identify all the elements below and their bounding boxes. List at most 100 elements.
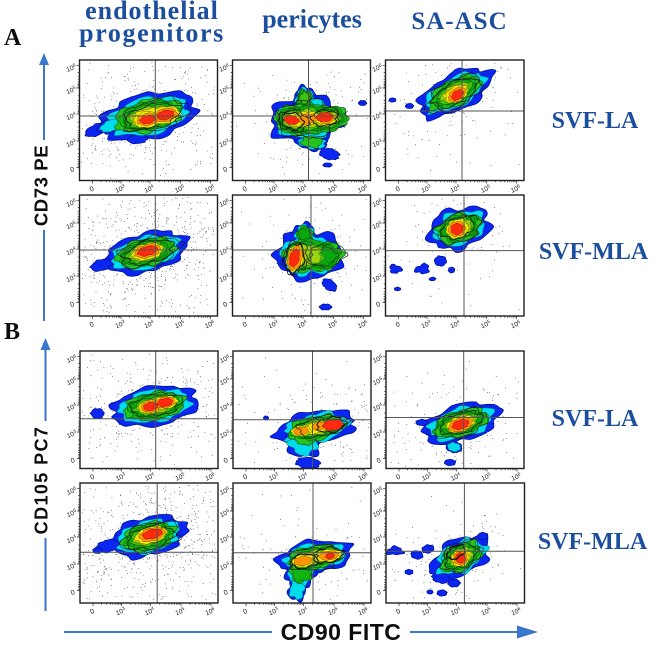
svg-text:103: 103: [420, 471, 433, 483]
svg-text:103: 103: [267, 183, 280, 195]
svg-text:0: 0: [69, 301, 75, 309]
svg-text:105: 105: [219, 508, 232, 520]
svg-text:103: 103: [420, 606, 433, 618]
svg-text:103: 103: [218, 273, 231, 285]
svg-text:0: 0: [376, 457, 382, 465]
svg-text:105: 105: [218, 220, 231, 232]
svg-text:104: 104: [65, 111, 78, 123]
svg-text:105: 105: [219, 376, 232, 388]
svg-text:103: 103: [114, 319, 127, 331]
svg-text:0: 0: [395, 608, 401, 616]
svg-text:104: 104: [219, 534, 232, 546]
svg-text:105: 105: [65, 220, 78, 232]
svg-text:0: 0: [222, 301, 228, 309]
svg-text:105: 105: [326, 319, 339, 331]
svg-text:103: 103: [371, 138, 384, 150]
svg-text:104: 104: [371, 246, 384, 258]
svg-text:106: 106: [357, 606, 370, 618]
svg-text:0: 0: [70, 589, 76, 597]
svg-text:0: 0: [222, 166, 228, 174]
svg-text:103: 103: [65, 138, 78, 150]
svg-text:104: 104: [372, 534, 385, 546]
svg-text:106: 106: [371, 62, 384, 74]
svg-text:CD105 PC7: CD105 PC7: [32, 426, 52, 535]
svg-text:106: 106: [204, 471, 217, 483]
svg-text:103: 103: [66, 429, 79, 441]
svg-text:104: 104: [449, 471, 462, 483]
svg-text:106: 106: [218, 197, 231, 209]
svg-text:105: 105: [479, 183, 492, 195]
svg-text:105: 105: [174, 471, 187, 483]
svg-text:104: 104: [143, 319, 156, 331]
svg-text:SVF-LA: SVF-LA: [552, 108, 639, 134]
svg-text:105: 105: [479, 319, 492, 331]
svg-text:103: 103: [114, 183, 127, 195]
svg-text:0: 0: [242, 186, 248, 194]
svg-text:0: 0: [395, 186, 401, 194]
svg-text:SVF-LA: SVF-LA: [552, 406, 639, 432]
svg-text:106: 106: [357, 471, 370, 483]
svg-text:106: 106: [372, 485, 385, 497]
svg-text:104: 104: [66, 534, 79, 546]
svg-text:0: 0: [89, 321, 95, 329]
svg-text:104: 104: [65, 246, 78, 258]
svg-text:0: 0: [69, 166, 75, 174]
svg-text:104: 104: [143, 471, 156, 483]
svg-text:103: 103: [420, 183, 433, 195]
svg-text:103: 103: [65, 273, 78, 285]
svg-text:0: 0: [223, 457, 229, 465]
svg-text:0: 0: [89, 186, 95, 194]
svg-text:106: 106: [356, 183, 369, 195]
svg-text:106: 106: [218, 62, 231, 74]
svg-text:106: 106: [510, 471, 523, 483]
svg-text:progenitors: progenitors: [79, 19, 225, 48]
svg-text:103: 103: [66, 561, 79, 573]
svg-text:104: 104: [143, 606, 156, 618]
svg-text:104: 104: [296, 606, 309, 618]
svg-text:106: 106: [66, 353, 79, 365]
svg-text:105: 105: [174, 606, 187, 618]
svg-text:105: 105: [326, 183, 339, 195]
svg-text:106: 106: [509, 183, 522, 195]
svg-text:105: 105: [371, 220, 384, 232]
svg-text:104: 104: [218, 111, 231, 123]
svg-text:0: 0: [242, 474, 248, 482]
svg-text:104: 104: [372, 402, 385, 414]
svg-text:CD73 PE: CD73 PE: [31, 145, 52, 226]
svg-text:103: 103: [218, 138, 231, 150]
svg-text:103: 103: [267, 319, 280, 331]
svg-text:0: 0: [89, 474, 95, 482]
svg-text:104: 104: [219, 402, 232, 414]
svg-text:106: 106: [203, 183, 216, 195]
svg-text:105: 105: [480, 471, 493, 483]
svg-text:0: 0: [376, 589, 382, 597]
svg-text:0: 0: [223, 589, 229, 597]
svg-text:B: B: [4, 319, 20, 345]
svg-text:106: 106: [65, 197, 78, 209]
svg-text:105: 105: [372, 508, 385, 520]
svg-text:103: 103: [372, 429, 385, 441]
svg-text:106: 106: [510, 606, 523, 618]
svg-text:104: 104: [296, 183, 309, 195]
svg-text:0: 0: [375, 301, 381, 309]
svg-text:CD90 FITC: CD90 FITC: [281, 619, 402, 645]
svg-text:A: A: [4, 25, 22, 51]
svg-text:106: 106: [203, 319, 216, 331]
svg-text:103: 103: [420, 319, 433, 331]
svg-text:103: 103: [267, 606, 280, 618]
svg-text:106: 106: [65, 62, 78, 74]
svg-text:endothelial: endothelial: [85, 0, 219, 25]
svg-text:105: 105: [327, 471, 340, 483]
svg-text:104: 104: [66, 402, 79, 414]
svg-text:105: 105: [480, 606, 493, 618]
svg-text:0: 0: [242, 321, 248, 329]
svg-text:106: 106: [66, 485, 79, 497]
svg-text:105: 105: [218, 85, 231, 97]
svg-text:0: 0: [395, 474, 401, 482]
svg-text:106: 106: [219, 353, 232, 365]
svg-text:106: 106: [204, 606, 217, 618]
svg-text:0: 0: [242, 608, 248, 616]
svg-text:104: 104: [296, 319, 309, 331]
svg-text:104: 104: [449, 319, 462, 331]
svg-text:103: 103: [219, 561, 232, 573]
